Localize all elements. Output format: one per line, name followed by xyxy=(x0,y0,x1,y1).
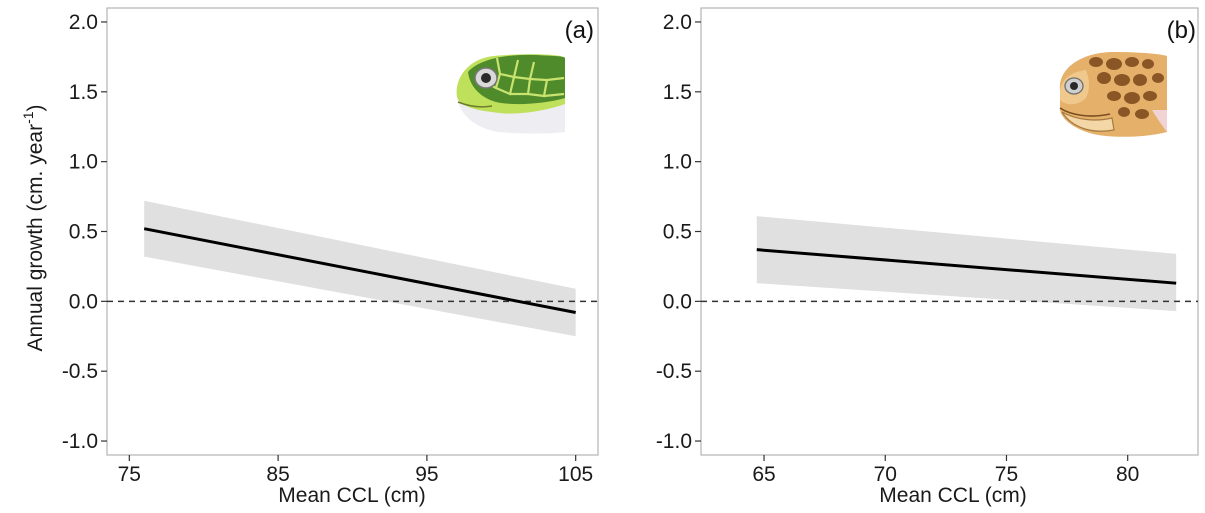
panel-b-x-tick-label: 75 xyxy=(995,463,1018,486)
panel-b-y-tick-label: -1.0 xyxy=(656,430,692,453)
panel-b-y-tick-label: 1.5 xyxy=(663,81,692,104)
panel-a-y-axis: -1.0 -0.5 0.0 0.5 1.0 1.5 2.0 xyxy=(62,11,107,453)
panel-b-label: (b) xyxy=(1167,17,1196,44)
y-axis-title-text: Annual growth (cm. year xyxy=(24,124,47,352)
panel-b-trend-line xyxy=(756,248,1177,285)
panel-b-y-tick-label: -0.5 xyxy=(656,360,692,383)
loggerhead-turtle-head-icon xyxy=(1059,52,1167,137)
panel-b-y-tick-label: 0.0 xyxy=(663,290,692,313)
panel-b-x-tick-label: 65 xyxy=(752,463,775,486)
panel-a-x-tick-label: 95 xyxy=(415,463,438,486)
panel-a-x-tick-label: 105 xyxy=(558,463,593,486)
panel-a-y-tick-label: 2.0 xyxy=(69,11,98,34)
panel-a-x-tick-label: 85 xyxy=(266,463,289,486)
panel-a-ci-ribbon xyxy=(144,200,576,337)
panel-a-y-tick-label: 0.5 xyxy=(69,221,98,244)
green-turtle-head-icon xyxy=(456,54,565,134)
panel-a-y-tick-label: -1.0 xyxy=(62,430,98,453)
panel-a-y-tick-label: 1.0 xyxy=(69,151,98,174)
y-axis-title-suffix: ) xyxy=(24,104,47,111)
panel-b-x-tick-label: 70 xyxy=(874,463,897,486)
panel-a-x-axis: 75 85 95 105 xyxy=(118,455,593,486)
panel-b-ci-ribbon xyxy=(756,216,1177,312)
panel-b-y-tick-label: 0.5 xyxy=(663,221,692,244)
y-axis-title-superscript: -1 xyxy=(20,111,36,124)
panel-b-y-axis: -1.0 -0.5 0.0 0.5 1.0 1.5 2.0 xyxy=(656,11,701,453)
panel-a-x-axis-title: Mean CCL (cm) xyxy=(278,484,425,507)
panel-a-trend-line xyxy=(143,227,576,314)
panel-b-x-axis-title: Mean CCL (cm) xyxy=(879,484,1026,507)
panel-b-x-axis: 65 70 75 80 xyxy=(752,455,1139,486)
panel-a-trend-layer xyxy=(143,227,576,314)
panel-b-trend-layer xyxy=(756,248,1177,285)
y-axis-title: Annual growth (cm. year-1) xyxy=(20,104,47,351)
panel-b: -1.0 -0.5 0.0 0.5 1.0 1.5 2.0 65 70 75 80 (b) Mea… xyxy=(656,7,1199,507)
panel-a-y-tick-label: 0.0 xyxy=(69,290,98,313)
panel-a-ci-layer xyxy=(144,200,576,337)
panel-a: -1.0 -0.5 0.0 0.5 1.0 1.5 2.0 75 85 95 105 (a) Me… xyxy=(62,7,599,507)
panel-a-y-tick-label: 1.5 xyxy=(69,81,98,104)
panel-b-y-tick-label: 2.0 xyxy=(663,11,692,34)
panel-b-x-tick-label: 80 xyxy=(1116,463,1139,486)
panel-a-y-tick-label: -0.5 xyxy=(62,360,98,383)
panel-b-ci-layer xyxy=(756,216,1177,312)
panel-b-y-tick-label: 1.0 xyxy=(663,151,692,174)
panel-a-x-tick-label: 75 xyxy=(118,463,141,486)
panel-a-label: (a) xyxy=(565,17,594,44)
